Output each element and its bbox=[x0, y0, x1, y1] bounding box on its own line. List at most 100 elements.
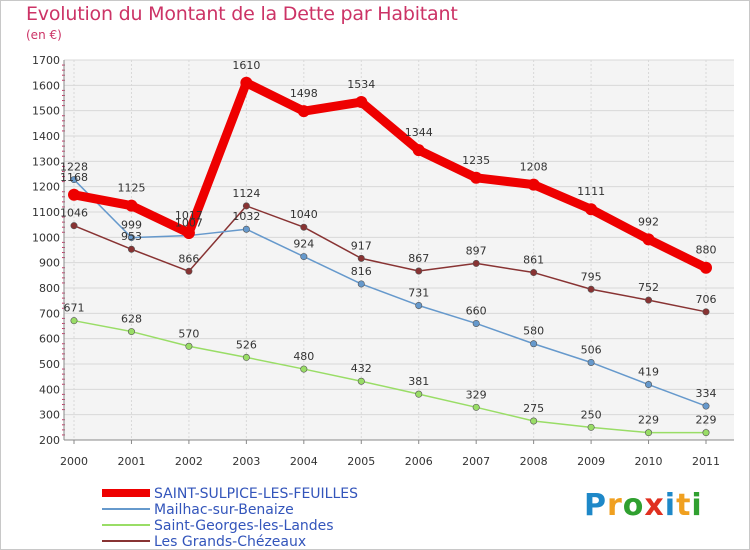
data-label: 570 bbox=[178, 327, 199, 340]
x-tick-label: 2004 bbox=[290, 455, 318, 468]
data-label: 1032 bbox=[232, 210, 260, 223]
data-point bbox=[127, 328, 135, 336]
data-label: 628 bbox=[121, 313, 142, 326]
data-label: 1228 bbox=[60, 161, 88, 174]
data-point bbox=[527, 178, 540, 191]
data-label: 1017 bbox=[175, 209, 203, 222]
data-point bbox=[300, 223, 308, 231]
logo-letter: t bbox=[676, 488, 692, 523]
data-point bbox=[415, 301, 423, 309]
data-label: 432 bbox=[351, 362, 372, 375]
logo-letter: P bbox=[584, 488, 607, 523]
x-tick-label: 2009 bbox=[577, 455, 605, 468]
data-label: 880 bbox=[696, 244, 717, 257]
legend-label: Mailhac-sur-Benaize bbox=[154, 502, 294, 518]
data-label: 1344 bbox=[405, 126, 433, 139]
logo-letter: r bbox=[607, 488, 623, 523]
series-layer bbox=[68, 76, 712, 437]
y-tick-label: 1000 bbox=[32, 231, 60, 244]
series-line-3 bbox=[73, 205, 707, 313]
x-tick-label: 2010 bbox=[635, 455, 663, 468]
data-label: 953 bbox=[121, 230, 142, 243]
data-point bbox=[585, 203, 598, 216]
data-label: 731 bbox=[408, 286, 429, 299]
series-line-2 bbox=[73, 319, 707, 434]
data-label: 1498 bbox=[290, 87, 318, 100]
y-tick-label: 1600 bbox=[32, 79, 60, 92]
data-label: 897 bbox=[466, 244, 487, 257]
data-point bbox=[472, 319, 480, 327]
y-tick-label: 1300 bbox=[32, 155, 60, 168]
data-point bbox=[702, 308, 710, 316]
data-label: 752 bbox=[638, 281, 659, 294]
data-point bbox=[355, 96, 368, 109]
data-label: 1235 bbox=[462, 154, 490, 167]
x-tick-label: 2002 bbox=[175, 455, 203, 468]
chart-unit: (en €) bbox=[26, 28, 62, 42]
chart-title: Evolution du Montant de la Dette par Hab… bbox=[26, 3, 458, 25]
data-label: 1111 bbox=[577, 185, 605, 198]
y-tick-label: 400 bbox=[39, 383, 60, 396]
x-tick-label: 2006 bbox=[405, 455, 433, 468]
data-point bbox=[185, 267, 193, 275]
y-tick-label: 1500 bbox=[32, 105, 60, 118]
data-point bbox=[357, 254, 365, 262]
y-tick-label: 700 bbox=[39, 307, 60, 320]
data-point bbox=[702, 429, 710, 437]
x-tick-label: 2005 bbox=[347, 455, 375, 468]
data-point bbox=[185, 342, 193, 350]
data-label: 816 bbox=[351, 265, 372, 278]
data-label: 506 bbox=[581, 343, 602, 356]
legend-label: SAINT-SULPICE-LES-FEUILLES bbox=[154, 486, 358, 502]
data-label: 706 bbox=[696, 293, 717, 306]
proxiti-logo: Proxiti bbox=[584, 488, 703, 523]
y-tick-label: 600 bbox=[39, 333, 60, 346]
data-point bbox=[645, 381, 653, 389]
data-label: 867 bbox=[408, 252, 429, 265]
data-label: 917 bbox=[351, 239, 372, 252]
y-tick-label: 1400 bbox=[32, 130, 60, 143]
data-label: 381 bbox=[408, 375, 429, 388]
logo-letter: i bbox=[664, 488, 677, 523]
data-point bbox=[587, 423, 595, 431]
y-tick-label: 200 bbox=[39, 434, 60, 447]
data-point bbox=[645, 296, 653, 304]
x-tick-label: 2008 bbox=[520, 455, 548, 468]
data-point bbox=[240, 76, 253, 89]
x-tick-label: 2003 bbox=[232, 455, 260, 468]
data-label: 480 bbox=[293, 350, 314, 363]
data-point bbox=[357, 377, 365, 385]
data-point bbox=[242, 202, 250, 210]
data-label: 250 bbox=[581, 408, 602, 421]
y-tick-label: 1100 bbox=[32, 206, 60, 219]
data-point bbox=[300, 365, 308, 373]
axes: 200 300 400 500 600 700 800 900 1000 1100 1200 1300… bbox=[32, 54, 734, 468]
data-label: 1124 bbox=[232, 187, 260, 200]
data-point bbox=[300, 253, 308, 261]
data-label: 866 bbox=[178, 252, 199, 265]
data-point bbox=[127, 245, 135, 253]
data-label: 660 bbox=[466, 304, 487, 317]
data-label: 795 bbox=[581, 270, 602, 283]
data-label: 1610 bbox=[232, 59, 260, 72]
data-point bbox=[70, 176, 78, 184]
data-label: 229 bbox=[696, 414, 717, 427]
data-point bbox=[587, 358, 595, 366]
data-label: 1040 bbox=[290, 208, 318, 221]
data-label: 419 bbox=[638, 366, 659, 379]
data-point bbox=[70, 222, 78, 230]
data-point bbox=[125, 199, 138, 212]
y-tick-label: 1700 bbox=[32, 54, 60, 67]
y-tick-label: 900 bbox=[39, 257, 60, 270]
data-label: 229 bbox=[638, 414, 659, 427]
data-point bbox=[530, 417, 538, 425]
data-point bbox=[68, 188, 80, 201]
data-point bbox=[415, 267, 423, 275]
data-point bbox=[70, 317, 78, 325]
series-line-0 bbox=[69, 78, 711, 273]
legend: SAINT-SULPICE-LES-FEUILLESMailhac-sur-Be… bbox=[102, 486, 358, 550]
data-label: 861 bbox=[523, 254, 544, 267]
data-label: 1125 bbox=[117, 182, 145, 195]
data-point bbox=[242, 225, 250, 233]
